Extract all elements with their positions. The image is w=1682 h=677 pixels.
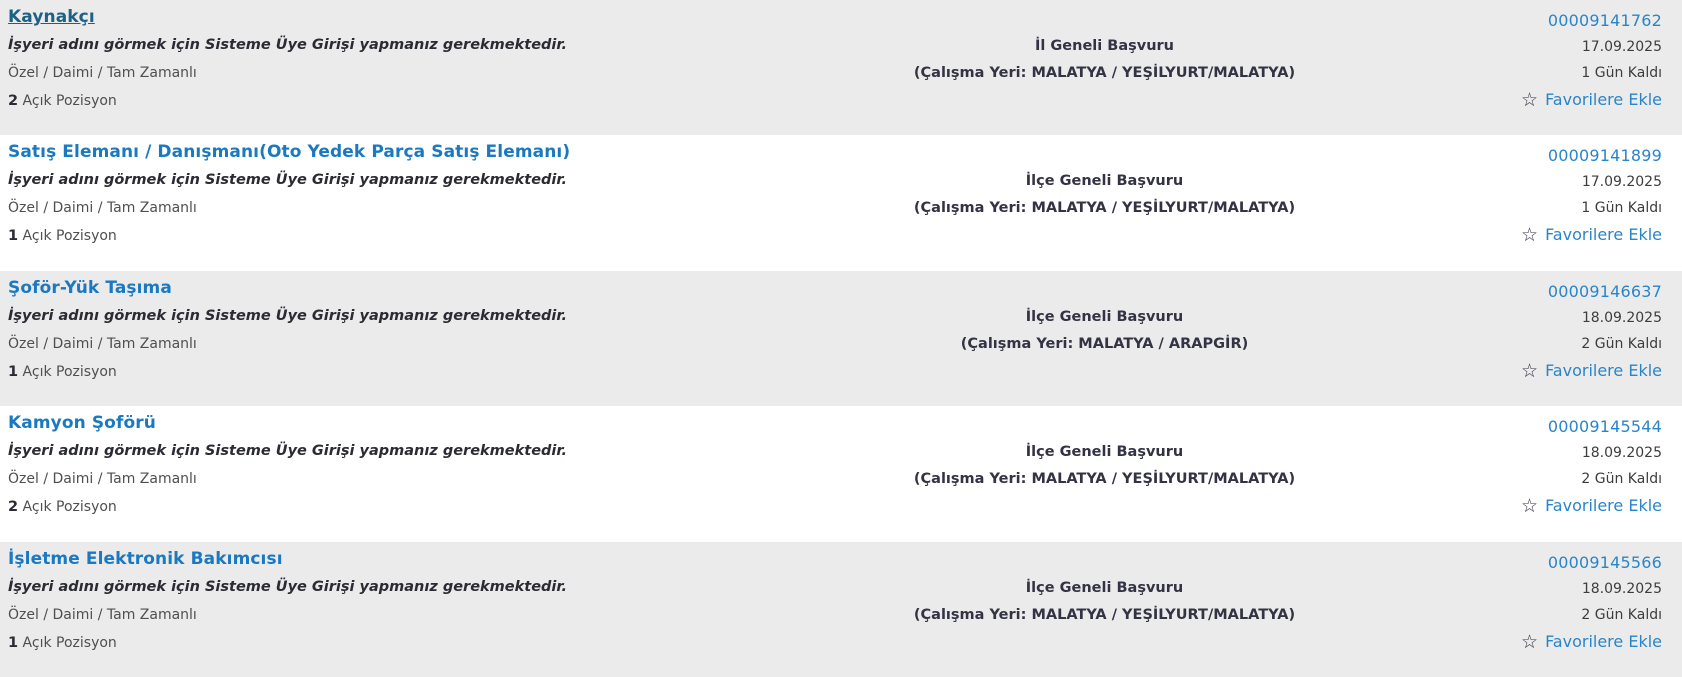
job-type: Özel / Daimi / Tam Zamanlı bbox=[8, 335, 197, 352]
work-location: (Çalışma Yeri: MALATYA / YEŞİLYURT/MALAT… bbox=[913, 606, 1296, 623]
job-meta: 00009146637 18.09.2025 2 Gün Kaldı ☆ Favo… bbox=[1521, 278, 1662, 384]
job-row: Kaynakçı İşyeri adını görmek için Sistem… bbox=[0, 0, 1682, 136]
publish-date: 17.09.2025 bbox=[1581, 174, 1662, 191]
job-title-link[interactable]: Şoför-Yük Taşıma bbox=[8, 277, 172, 298]
application-info: İl Geneli Başvuru (Çalışma Yeri: MALATYA… bbox=[862, 33, 1347, 87]
favorite-link[interactable]: ☆ Favorilere Ekle bbox=[1521, 87, 1662, 113]
application-info: İlçe Geneli Başvuru (Çalışma Yeri: MALAT… bbox=[862, 168, 1347, 222]
application-info: İlçe Geneli Başvuru (Çalışma Yeri: MALAT… bbox=[862, 304, 1347, 358]
favorite-label: Favorilere Ekle bbox=[1545, 90, 1662, 109]
days-left: 2 Gün Kaldı bbox=[1581, 471, 1662, 488]
days-left: 1 Gün Kaldı bbox=[1581, 65, 1662, 81]
job-id-link[interactable]: 00009145566 bbox=[1547, 552, 1662, 572]
days-left: 1 Gün Kaldı bbox=[1581, 200, 1662, 217]
open-positions-label: Açık Pozisyon bbox=[22, 93, 117, 109]
open-positions: 1 Açık Pozisyon bbox=[8, 358, 1662, 386]
favorite-label: Favorilere Ekle bbox=[1545, 631, 1662, 651]
work-location: (Çalışma Yeri: MALATYA / YEŞİLYURT/MALAT… bbox=[913, 471, 1296, 488]
open-positions-label: Açık Pozisyon bbox=[22, 499, 117, 516]
open-positions: 1 Açık Pozisyon bbox=[8, 222, 1662, 250]
star-icon: ☆ bbox=[1521, 630, 1539, 653]
job-id-link[interactable]: 00009146637 bbox=[1547, 281, 1662, 301]
publish-date: 18.09.2025 bbox=[1581, 445, 1662, 462]
job-type: Özel / Daimi / Tam Zamanlı bbox=[8, 606, 197, 623]
application-scope: İlçe Geneli Başvuru bbox=[1025, 173, 1184, 190]
favorite-link[interactable]: ☆ Favorilere Ekle bbox=[1521, 358, 1662, 384]
open-positions-count: 1 bbox=[8, 634, 19, 651]
job-meta: 00009141762 17.09.2025 1 Gün Kaldı ☆ Favo… bbox=[1521, 7, 1662, 113]
open-positions: 2 Açık Pozisyon bbox=[8, 87, 1662, 115]
job-id-link[interactable]: 00009141762 bbox=[1547, 11, 1662, 30]
work-location: (Çalışma Yeri: MALATYA / YEŞİLYURT/MALAT… bbox=[913, 200, 1296, 217]
login-notice: İşyeri adını görmek için Sisteme Üye Gir… bbox=[8, 172, 567, 189]
favorite-link[interactable]: ☆ Favorilere Ekle bbox=[1521, 629, 1662, 655]
favorite-label: Favorilere Ekle bbox=[1545, 360, 1662, 380]
job-summary: Şoför-Yük Taşıma İşyeri adını görmek içi… bbox=[8, 278, 1662, 386]
open-positions-count: 2 bbox=[8, 93, 19, 109]
login-notice: İşyeri adını görmek için Sisteme Üye Gir… bbox=[8, 578, 567, 595]
job-row: Satış Elemanı / Danışmanı(Oto Yedek Parç… bbox=[0, 135, 1682, 271]
publish-date: 17.09.2025 bbox=[1581, 39, 1662, 55]
open-positions-label: Açık Pozisyon bbox=[22, 363, 117, 380]
open-positions-count: 1 bbox=[8, 363, 19, 380]
star-icon: ☆ bbox=[1521, 89, 1539, 111]
favorite-label: Favorilere Ekle bbox=[1545, 496, 1662, 516]
publish-date: 18.09.2025 bbox=[1581, 309, 1662, 326]
job-type: Özel / Daimi / Tam Zamanlı bbox=[8, 200, 197, 217]
application-scope: İlçe Geneli Başvuru bbox=[1025, 579, 1184, 596]
job-summary: Kamyon Şoförü İşyeri adını görmek için S… bbox=[8, 413, 1662, 521]
job-row: İşletme Elektronik Bakımcısı İşyeri adın… bbox=[0, 541, 1682, 677]
job-type: Özel / Daimi / Tam Zamanlı bbox=[8, 65, 197, 81]
job-id-link[interactable]: 00009141899 bbox=[1547, 146, 1662, 166]
job-summary: Satış Elemanı / Danışmanı(Oto Yedek Parç… bbox=[8, 142, 1662, 250]
job-title-link[interactable]: Kaynakçı bbox=[8, 7, 95, 27]
job-summary: Kaynakçı İşyeri adını görmek için Sistem… bbox=[8, 7, 1662, 115]
open-positions-label: Açık Pozisyon bbox=[22, 634, 117, 651]
days-left: 2 Gün Kaldı bbox=[1581, 335, 1662, 352]
application-scope: İlçe Geneli Başvuru bbox=[1025, 444, 1184, 461]
job-meta: 00009145544 18.09.2025 2 Gün Kaldı ☆ Favo… bbox=[1521, 413, 1662, 519]
favorite-label: Favorilere Ekle bbox=[1545, 225, 1662, 245]
star-icon: ☆ bbox=[1521, 224, 1539, 247]
login-notice: İşyeri adını görmek için Sisteme Üye Gir… bbox=[8, 307, 567, 324]
login-notice: İşyeri adını görmek için Sisteme Üye Gir… bbox=[8, 443, 567, 460]
job-id-link[interactable]: 00009145544 bbox=[1547, 417, 1662, 437]
open-positions-count: 1 bbox=[8, 228, 19, 245]
job-meta: 00009141899 17.09.2025 1 Gün Kaldı ☆ Favo… bbox=[1521, 142, 1662, 248]
open-positions-count: 2 bbox=[8, 499, 19, 516]
open-positions: 2 Açık Pozisyon bbox=[8, 493, 1662, 521]
job-row: Şoför-Yük Taşıma İşyeri adını görmek içi… bbox=[0, 270, 1682, 407]
open-positions-label: Açık Pozisyon bbox=[22, 228, 117, 245]
star-icon: ☆ bbox=[1521, 495, 1539, 518]
days-left: 2 Gün Kaldı bbox=[1581, 606, 1662, 623]
job-summary: İşletme Elektronik Bakımcısı İşyeri adın… bbox=[8, 549, 1662, 657]
application-info: İlçe Geneli Başvuru (Çalışma Yeri: MALAT… bbox=[862, 439, 1347, 493]
favorite-link[interactable]: ☆ Favorilere Ekle bbox=[1521, 222, 1662, 248]
job-meta: 00009145566 18.09.2025 2 Gün Kaldı ☆ Favo… bbox=[1521, 549, 1662, 655]
star-icon: ☆ bbox=[1521, 359, 1539, 382]
open-positions: 1 Açık Pozisyon bbox=[8, 629, 1662, 657]
job-title-link[interactable]: Satış Elemanı / Danışmanı(Oto Yedek Parç… bbox=[8, 142, 571, 163]
application-scope: İlçe Geneli Başvuru bbox=[1025, 308, 1184, 325]
application-info: İlçe Geneli Başvuru (Çalışma Yeri: MALAT… bbox=[862, 575, 1347, 629]
job-title-link[interactable]: İşletme Elektronik Bakımcısı bbox=[8, 548, 283, 569]
job-type: Özel / Daimi / Tam Zamanlı bbox=[8, 471, 197, 488]
login-notice: İşyeri adını görmek için Sisteme Üye Gir… bbox=[8, 37, 567, 53]
favorite-link[interactable]: ☆ Favorilere Ekle bbox=[1521, 493, 1662, 519]
application-scope: İl Geneli Başvuru bbox=[1034, 38, 1174, 54]
job-row: Kamyon Şoförü İşyeri adını görmek için S… bbox=[0, 406, 1682, 542]
work-location: (Çalışma Yeri: MALATYA / ARAPGİR) bbox=[960, 335, 1249, 352]
job-title-link[interactable]: Kamyon Şoförü bbox=[8, 413, 156, 434]
work-location: (Çalışma Yeri: MALATYA / YEŞİLYURT/MALAT… bbox=[913, 65, 1296, 81]
publish-date: 18.09.2025 bbox=[1581, 580, 1662, 597]
